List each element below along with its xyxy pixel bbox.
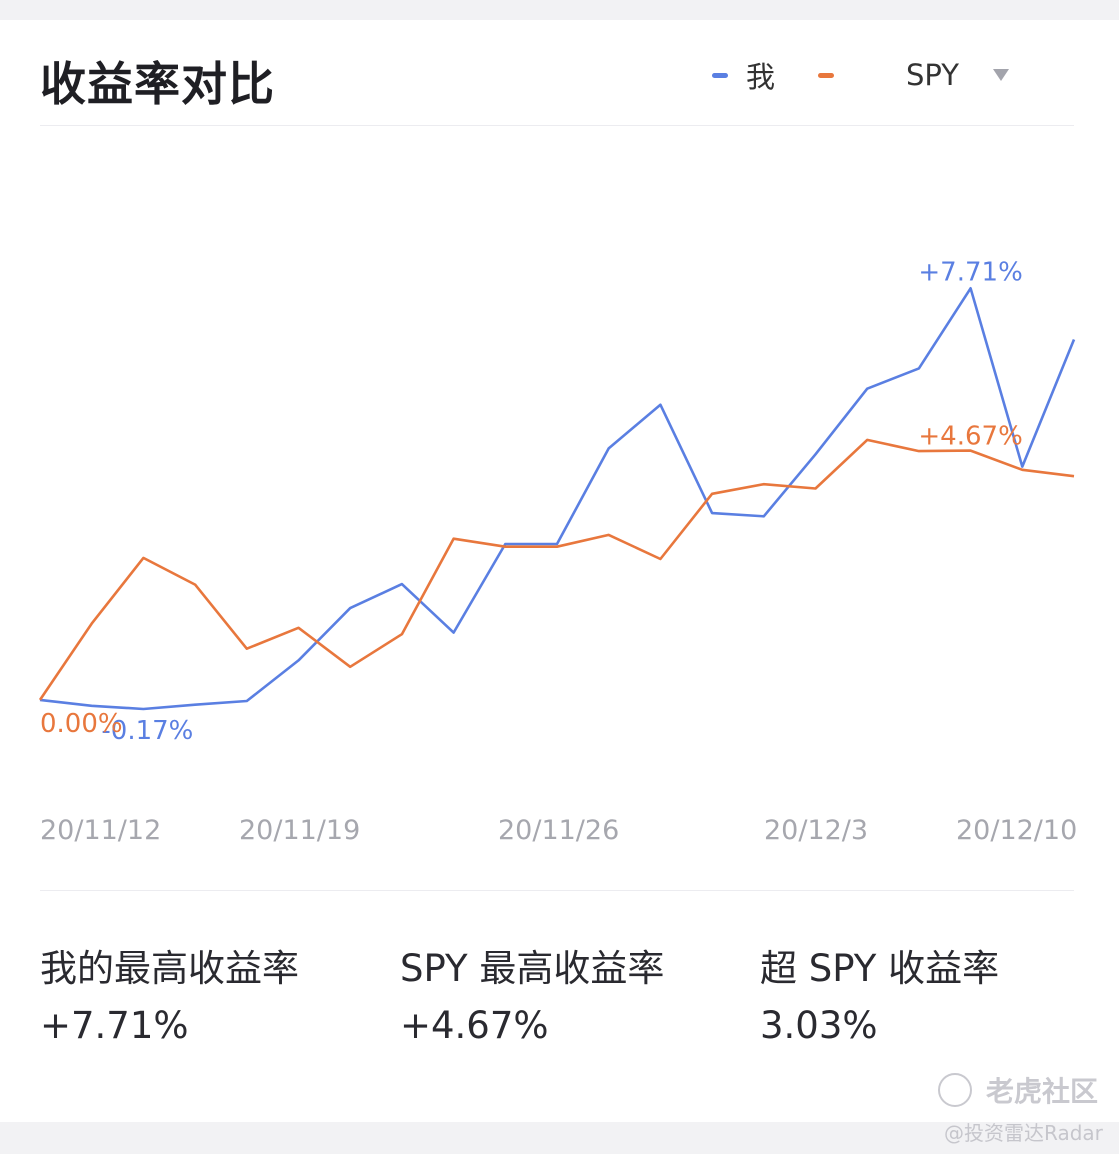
legend-swatch-me <box>712 72 728 78</box>
return-comparison-card <box>0 20 1119 1122</box>
legend-item-me: 我 <box>712 58 775 94</box>
legend-swatch-spy <box>818 72 834 78</box>
stat-label-spy-max: SPY 最高收益率 <box>400 947 665 990</box>
annotation-label: 0.00% <box>40 709 123 739</box>
benchmark-selector[interactable]: SPY <box>818 58 959 92</box>
stat-label-my-max: 我的最高收益率 <box>40 947 299 990</box>
benchmark-label: SPY <box>906 58 959 92</box>
watermark-subtitle: @投资雷达Radar <box>944 1121 1103 1145</box>
x-tick-label: 20/11/26 <box>498 815 619 846</box>
header-divider <box>40 125 1074 126</box>
stat-label-excess: 超 SPY 收益率 <box>760 947 1000 990</box>
series-line-spy <box>38 438 1075 701</box>
x-tick-label: 20/11/12 <box>40 815 161 846</box>
caret-down-icon[interactable] <box>993 69 1009 81</box>
card-title: 收益率对比 <box>40 57 275 111</box>
x-tick-label: 20/11/19 <box>239 815 360 846</box>
stat-value-my-max: +7.71% <box>40 1004 189 1047</box>
x-tick-label: 20/12/3 <box>764 815 868 846</box>
stat-value-spy-max: +4.67% <box>400 1004 549 1047</box>
stats-divider <box>40 890 1074 891</box>
annotation-label: +4.67% <box>918 422 1022 452</box>
legend-label-me: 我 <box>746 60 776 94</box>
watermark-logo-icon <box>938 1073 972 1107</box>
x-tick-label: 20/12/10 <box>956 815 1077 846</box>
stat-value-excess: 3.03% <box>760 1004 878 1047</box>
annotation-label: -0.17% <box>101 716 193 746</box>
return-line-chart: +7.71% -0.17% +4.67% 0.00% 20/11/12 20/11/19 2… <box>38 257 1077 846</box>
watermark-title: 老虎社区 <box>986 1075 1099 1108</box>
series-line-me <box>39 286 1076 711</box>
annotation-label: +7.71% <box>918 257 1022 287</box>
